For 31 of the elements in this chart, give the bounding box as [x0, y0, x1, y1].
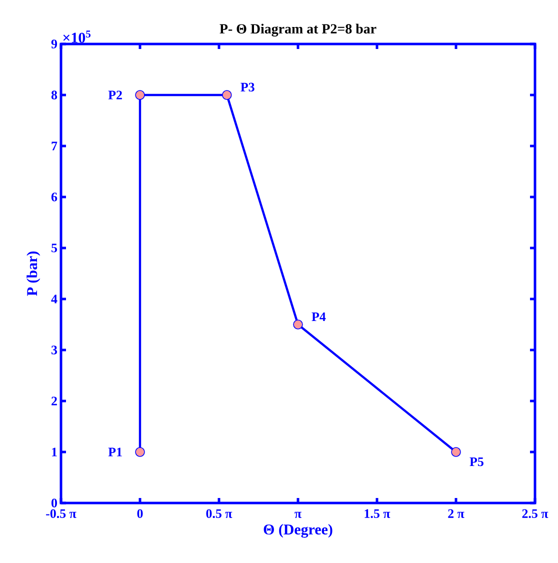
y-tick-label: 2	[52, 396, 57, 406]
y-tick-label: 5	[52, 244, 58, 252]
y-tick-label: 6	[51, 192, 58, 202]
y-tick-label: 1	[52, 448, 57, 456]
x-tick-label: π	[294, 512, 302, 518]
annotation: P3	[240, 82, 254, 92]
y-tick-label: 9	[51, 40, 58, 48]
y-tick-label: 3	[51, 346, 58, 354]
text: ×10$^{5}$	[63, 30, 90, 43]
x-tick-label: -0.5 π	[46, 509, 76, 518]
y-tick-label: 0	[52, 498, 57, 508]
y-tick-label: 7	[52, 142, 58, 150]
chart-title: P- Θ Diagram at P2=8 bar	[220, 24, 376, 37]
point	[135, 90, 145, 100]
annotation: P5	[470, 458, 484, 466]
x-tick-label: 2 π	[448, 509, 464, 518]
point	[222, 90, 232, 100]
y-axis-title: P (bar)	[26, 252, 40, 296]
x-tick-label: 0.5 π	[206, 509, 232, 518]
y-tick-label: 4	[51, 294, 58, 304]
point	[293, 320, 303, 330]
x-tick-label: 1.5 π	[364, 509, 390, 518]
point	[451, 447, 461, 457]
annotation: P4	[312, 312, 326, 321]
y-tick-label: 8	[51, 90, 58, 100]
annotation: P1	[108, 448, 122, 456]
x-axis-title: Θ (Degree)	[264, 524, 332, 538]
x-tick-label: 0	[137, 509, 143, 518]
point	[135, 447, 145, 457]
x-tick-label: 2.5 π	[522, 509, 548, 518]
annotation: P2	[108, 90, 122, 100]
